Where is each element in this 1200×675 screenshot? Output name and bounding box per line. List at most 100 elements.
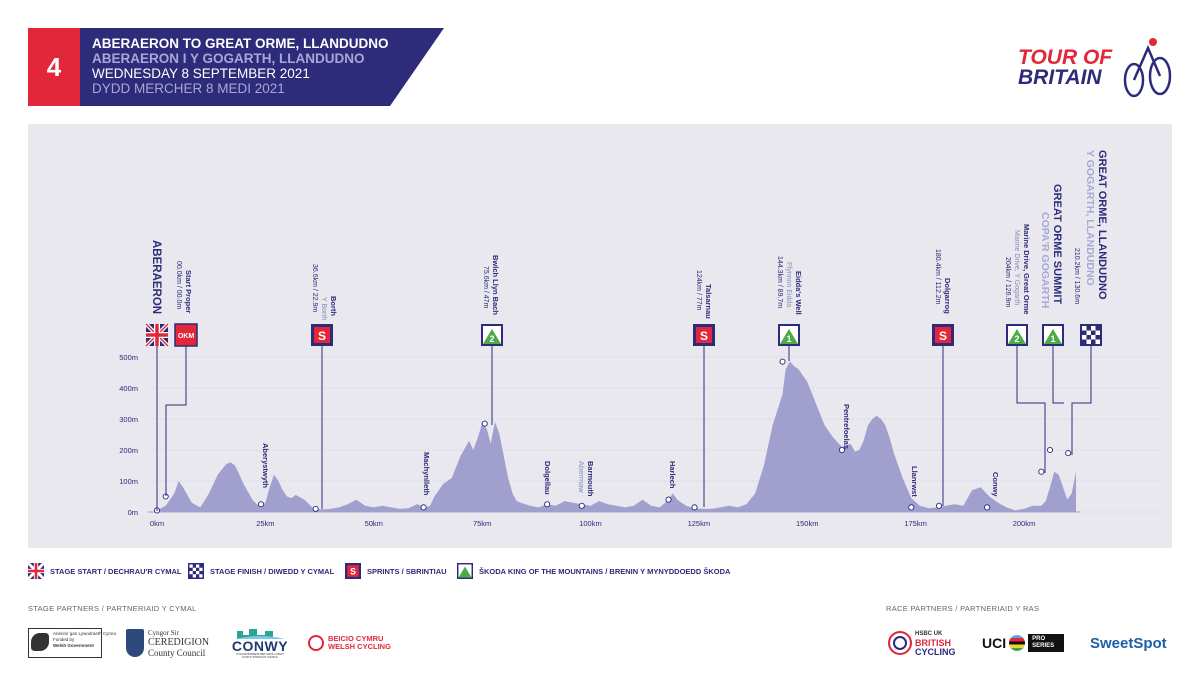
tour-of-britain-logo: TOUR OF BRITAIN [1018, 38, 1172, 98]
y-tick-label: 500m [119, 353, 138, 362]
label-dolgarrog: Dolgarrog [943, 278, 952, 314]
place-point [1038, 468, 1045, 475]
label-summit-cy: COPA'R GOGARTH [1039, 212, 1051, 308]
legend-sprints: S SPRINTS / SBRINTIAU [345, 563, 447, 579]
race-partners-title: RACE PARTNERS / PARTNERIAID Y RAS [886, 604, 1040, 613]
legend: STAGE START / DECHRAU'R CYMAL STAGE FINI… [28, 563, 928, 581]
logo-line1: TOUR OF [1018, 46, 1113, 69]
label-aberaeron: ABERAERON [150, 240, 162, 314]
lower-labels: Aberystwyth Machynlleth Dolgellau Barmou… [261, 404, 1000, 497]
kom-marine-connector [1016, 346, 1046, 473]
place-point [481, 420, 488, 427]
stage-date-en: WEDNESDAY 8 SEPTEMBER 2021 [92, 66, 310, 81]
y-tick-label: 0m [128, 508, 138, 517]
place-markers [153, 358, 1072, 514]
sprint-talsarnau-label: S [700, 329, 708, 343]
label-dolgellau: Dolgellau [543, 461, 552, 495]
label-marine-cy: Marine Drive, Y Gogarth [1013, 230, 1020, 305]
place-point [665, 496, 672, 503]
upper-labels: ABERAERON Start Proper 00.0km / 00.0m Bo… [150, 150, 1108, 320]
legend-start: STAGE START / DECHRAU'R CYMAL [28, 563, 182, 579]
label-talsarnau: Talsarnau [704, 284, 713, 319]
sprint-borth-label: S [318, 329, 326, 343]
place-point [908, 504, 915, 511]
welsh-government-logo: Ariennir gan Lywodraeth Cymru Funded by … [28, 624, 116, 662]
label-llanrwst: Llanrwst [910, 466, 919, 497]
place-point [420, 504, 427, 511]
welsh-cycling-logo: BEICIO CYMRU WELSH CYCLING [308, 624, 398, 662]
sprint-talsarnau-icon: S [693, 324, 715, 346]
place-point [838, 446, 845, 454]
x-tick-label: 0km [150, 519, 164, 528]
label-conwy: Conwy [991, 472, 1000, 497]
sprint-icon: S [345, 563, 361, 579]
label-finish-dist: 210.2km / 130.6m [1073, 248, 1080, 304]
place-point [312, 505, 319, 512]
place-point [1046, 446, 1054, 454]
label-summit: GREAT ORME SUMMIT [1051, 184, 1063, 304]
y-tick-label: 100m [119, 477, 138, 486]
legend-finish: STAGE FINISH / DIWEDD Y CYMAL [188, 563, 334, 579]
stage-partners-title: STAGE PARTNERS / PARTNERIAID Y CYMAL [28, 604, 197, 613]
stage-title-block: ABERAERON TO GREAT ORME, LLANDUDNO ABERA… [92, 36, 389, 96]
label-marine: Marine Drive, Great Orme [1022, 224, 1031, 314]
welsh-cycling-icon [308, 635, 324, 651]
svg-text:S: S [350, 567, 356, 577]
uci-pro-series-logo: UCI PRO SERIES [982, 624, 1068, 662]
label-barmouth-cy: Abermaw [577, 461, 586, 493]
crest-icon [126, 629, 144, 657]
label-start-proper: Start Proper [184, 270, 193, 313]
place-point [257, 501, 265, 508]
kom-bwlch-icon: 2 [481, 324, 503, 346]
sweetspot-logo: SweetSpot [1090, 634, 1167, 652]
stage-number-badge: 4 [28, 28, 80, 106]
label-eiddas: Eidda's Well [794, 271, 803, 315]
x-tick-label: 100km [579, 519, 602, 528]
stage-title-en: ABERAERON TO GREAT ORME, LLANDUDNO [92, 36, 389, 51]
conwy-logo: CONWY CYNGOR BWRDEISTREF SIROL CONWY COU… [230, 624, 290, 662]
sprint-dolgarrog-label: S [939, 329, 947, 343]
label-eiddas-dist: 144.3km / 89.7m [776, 256, 783, 308]
dragon-icon [31, 633, 49, 651]
icon-connectors [156, 346, 1092, 511]
label-start-proper-dist: 00.0km / 00.0m [175, 261, 182, 309]
place-point [935, 502, 943, 509]
kom-eiddas-label: 1 [786, 334, 791, 344]
chequered-flag-icon [188, 563, 204, 579]
header-band [80, 28, 444, 106]
x-tick-label: 75km [473, 519, 491, 528]
cyclist-icon [1123, 38, 1172, 98]
mountain-icon [457, 563, 473, 579]
logo-line2: BRITAIN [1018, 66, 1102, 89]
x-tick-label: 200km [1013, 519, 1036, 528]
sprint-borth-icon: S [311, 324, 333, 346]
label-bwlch: Bwlch Llyn Bach [491, 255, 500, 315]
label-finish-cy: Y GOGARTH, LLANDUDNO [1084, 150, 1096, 286]
place-point [1065, 450, 1072, 457]
label-borth-dist: 36.6km / 22.9m [311, 264, 318, 312]
label-machynlleth: Machynlleth [422, 452, 431, 496]
kom-marine-icon: 2 [1006, 324, 1028, 346]
label-eiddas-cy: Ffynnon Eidda [785, 262, 792, 307]
x-tick-label: 175km [904, 519, 927, 528]
okm-label: OKM [178, 333, 195, 340]
x-tick-label: 50km [365, 519, 383, 528]
kom-marine-label: 2 [1014, 334, 1019, 344]
union-flag-icon [28, 563, 44, 579]
place-point [691, 504, 698, 511]
british-cycling-logo: HSBC UK BRITISH CYCLING [888, 624, 962, 662]
label-aberystwyth: Aberystwyth [261, 443, 270, 488]
ceredigion-logo: Cyngor Sir CEREDIGION County Council [126, 624, 216, 662]
conwy-castle-icon [235, 629, 285, 639]
y-tick-label: 400m [119, 384, 138, 393]
label-pentrefoelas: Pentrefoelas [842, 404, 851, 449]
elevation-area [157, 361, 1076, 512]
label-borth-cy: Y Borth [320, 297, 327, 320]
kom-summit-connector [1052, 346, 1064, 404]
place-point [578, 502, 585, 509]
y-tick-label: 300m [119, 415, 138, 424]
label-talsarnau-dist: 124km / 77m [695, 270, 702, 311]
place-point [779, 358, 786, 365]
legend-kom: ŠKODA KING OF THE MOUNTAINS / BRENIN Y M… [457, 563, 730, 579]
label-marine-dist: 204km / 126.9m [1004, 257, 1011, 307]
